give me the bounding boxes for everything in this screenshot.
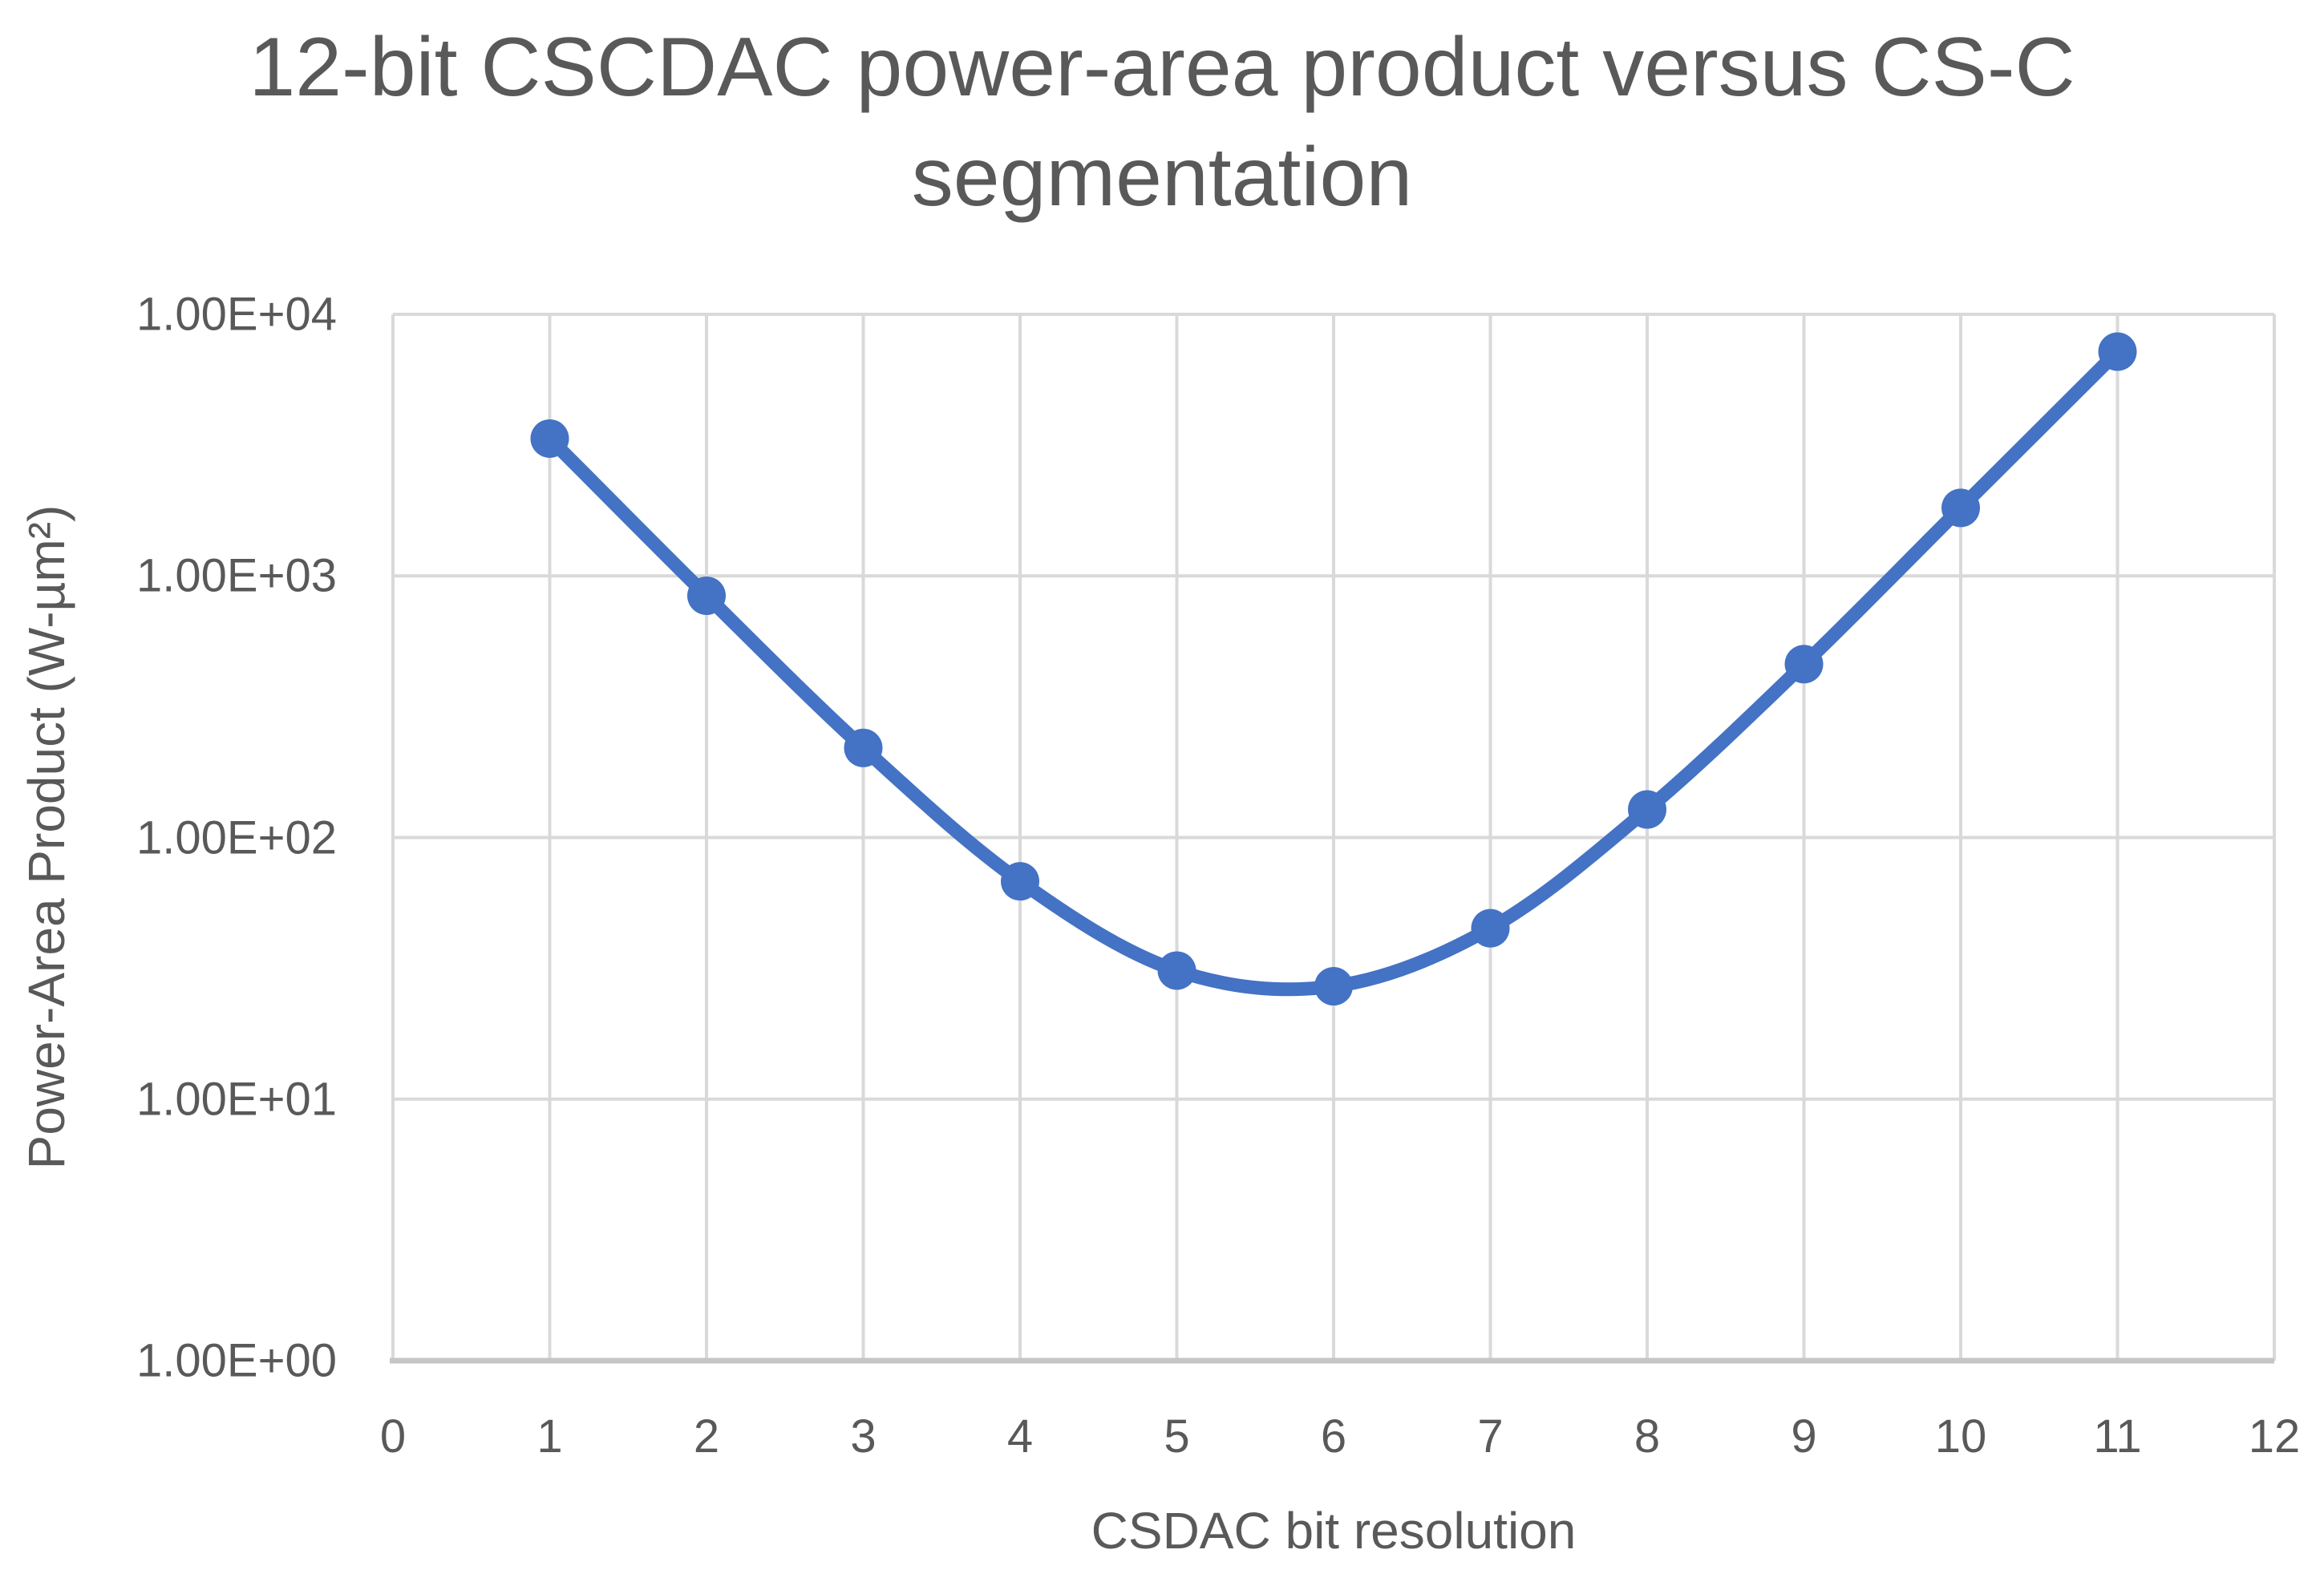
data-point-4 [1001,862,1039,901]
x-tick-label-9: 9 [1791,1410,1817,1463]
data-point-2 [687,576,726,615]
chart-title: 12-bit CSCDAC power-area product versus … [0,13,2324,233]
y-tick-label-2: 1.00E+02 [136,811,337,864]
x-tick-label-5: 5 [1164,1410,1190,1463]
x-axis-title: CSDAC bit resolution [1091,1502,1577,1560]
y-tick-label-4: 1.00E+00 [136,1334,337,1387]
chart-title-line-2: segmentation [911,131,1413,225]
x-tick-label-2: 2 [693,1410,720,1463]
y-tick-label-3: 1.00E+01 [136,1073,337,1126]
data-point-11 [2098,332,2137,371]
x-tick-label-1: 1 [536,1410,563,1463]
series-layer [530,332,2137,1006]
data-point-5 [1157,951,1196,990]
x-tick-label-6: 6 [1320,1410,1347,1463]
x-tick-label-12: 12 [2248,1410,2301,1463]
data-point-1 [530,419,569,458]
x-tick-label-11: 11 [2093,1410,2142,1463]
data-point-7 [1471,908,1510,948]
y-axis-title: Power-Area Product (W-µm²) [18,504,75,1170]
data-point-10 [1941,488,1980,528]
x-tick-label-3: 3 [850,1410,877,1463]
x-tick-label-0: 0 [379,1410,407,1463]
x-tick-label-10: 10 [1934,1410,1987,1463]
gridlines [391,313,2276,1362]
x-tick-label-8: 8 [1634,1410,1661,1463]
y-tick-label-1: 1.00E+03 [136,549,337,602]
x-tick-label-7: 7 [1477,1410,1504,1463]
data-point-8 [1628,790,1666,829]
chart-title-line-1: 12-bit CSCDAC power-area product versus … [249,21,2075,114]
x-tick-label-4: 4 [1006,1410,1034,1463]
data-point-9 [1784,645,1824,684]
data-point-6 [1314,967,1353,1006]
y-tick-label-0: 1.00E+04 [136,288,337,341]
data-point-3 [844,728,883,767]
